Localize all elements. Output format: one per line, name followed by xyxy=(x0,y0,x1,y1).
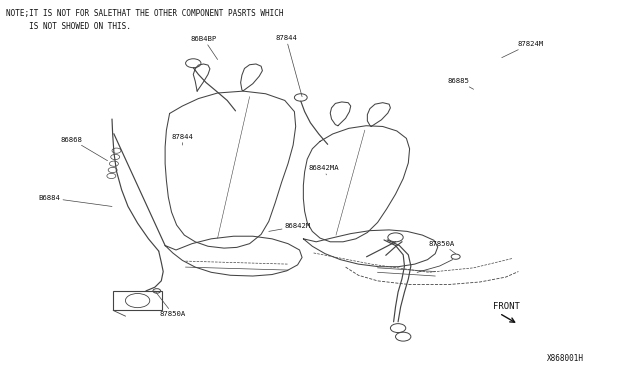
Text: B6884: B6884 xyxy=(38,195,112,206)
Text: 87850A: 87850A xyxy=(155,291,186,317)
Text: 86842M: 86842M xyxy=(269,223,311,231)
Text: 86B4BP: 86B4BP xyxy=(191,36,218,60)
Text: 87824M: 87824M xyxy=(502,41,543,58)
Text: 87844: 87844 xyxy=(172,134,193,145)
Text: IS NOT SHOWED ON THIS.: IS NOT SHOWED ON THIS. xyxy=(6,22,131,31)
Text: 86885: 86885 xyxy=(448,78,474,89)
Text: 87850A: 87850A xyxy=(429,241,456,254)
Bar xyxy=(113,291,162,311)
Text: 87844: 87844 xyxy=(275,35,302,97)
Text: NOTE;IT IS NOT FOR SALETHAT THE OTHER COMPONENT PASRTS WHICH: NOTE;IT IS NOT FOR SALETHAT THE OTHER CO… xyxy=(6,9,284,18)
Text: 86868: 86868 xyxy=(61,137,108,161)
Text: FRONT: FRONT xyxy=(493,302,520,311)
Text: X868001H: X868001H xyxy=(547,354,584,363)
Text: 86842MA: 86842MA xyxy=(308,165,339,175)
